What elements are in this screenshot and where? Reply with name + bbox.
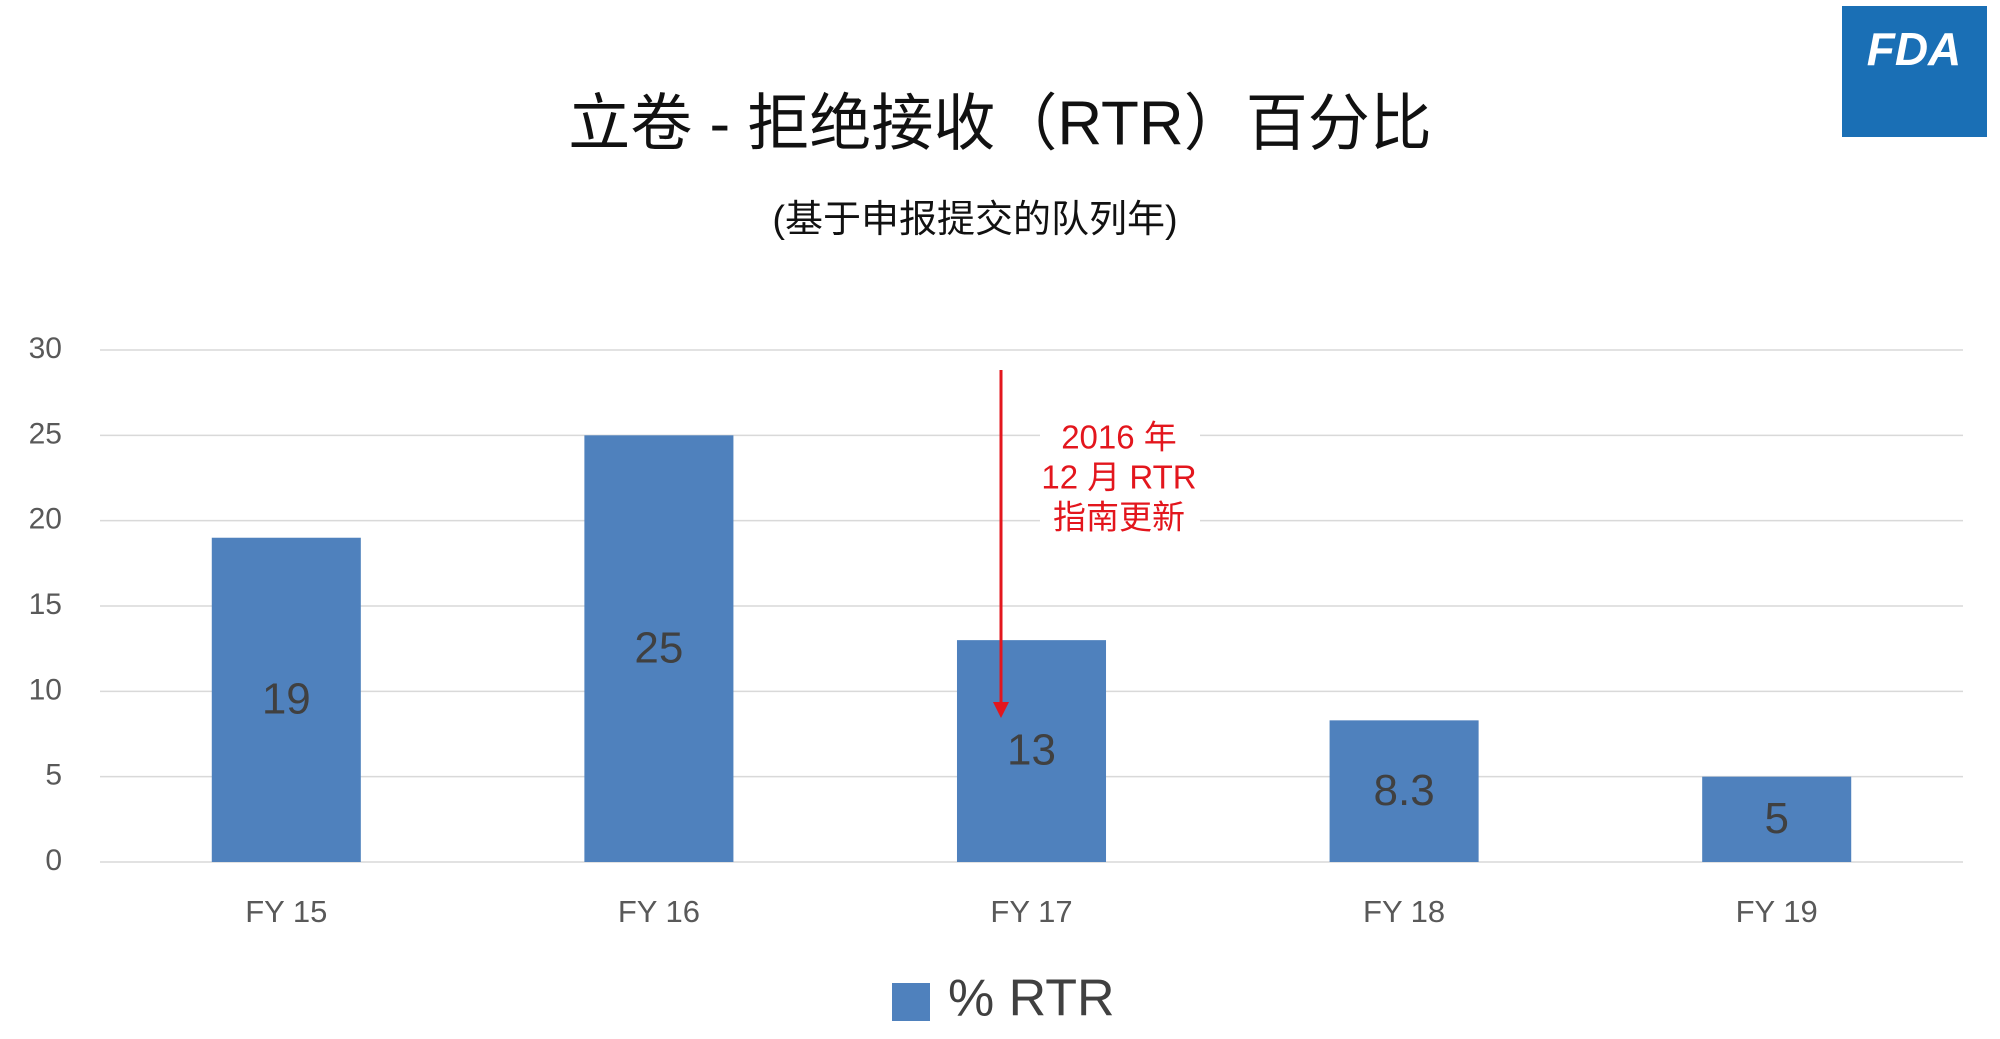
legend-label: % RTR [948, 970, 1115, 1028]
bar [1329, 720, 1479, 862]
annotation-arrowhead [993, 702, 1009, 718]
bar [1702, 776, 1852, 862]
annotation-text: 2016 年 [1061, 419, 1177, 456]
bar [956, 640, 1107, 862]
value-label: 19 [262, 674, 311, 723]
annotation-text: 指南更新 [1053, 499, 1185, 536]
x-tick-label: FY 17 [990, 894, 1072, 929]
y-tick-label: 5 [45, 759, 62, 792]
x-tick-label: FY 15 [245, 894, 327, 929]
x-tick-label: FY 16 [618, 894, 700, 929]
chart-title: 立卷 - 拒绝接收（RTR）百分比 [568, 89, 1431, 158]
value-label: 8.3 [1374, 766, 1435, 815]
y-tick-label: 15 [29, 588, 62, 621]
y-tick-label: 25 [29, 417, 62, 450]
y-tick-label: 20 [29, 503, 62, 536]
logo-text: FDA [1867, 23, 1962, 75]
annotation-bg [1040, 415, 1200, 545]
bar [211, 537, 361, 862]
legend-swatch [892, 983, 930, 1021]
bar [584, 435, 734, 862]
annotation-text: 12 月 RTR [1041, 459, 1196, 496]
x-tick-label: FY 19 [1736, 894, 1818, 929]
y-tick-label: 10 [29, 673, 62, 706]
x-tick-label: FY 18 [1363, 894, 1445, 929]
y-tick-label: 30 [29, 332, 62, 365]
chart-subtitle: (基于申报提交的队列年) [772, 199, 1177, 241]
y-tick-label: 0 [45, 844, 62, 877]
value-label: 13 [1007, 726, 1056, 775]
value-label: 25 [634, 623, 683, 672]
logo-box [1842, 6, 1987, 137]
value-label: 5 [1764, 794, 1788, 843]
bars: 19 25 13 8.3 5 [211, 435, 1852, 862]
